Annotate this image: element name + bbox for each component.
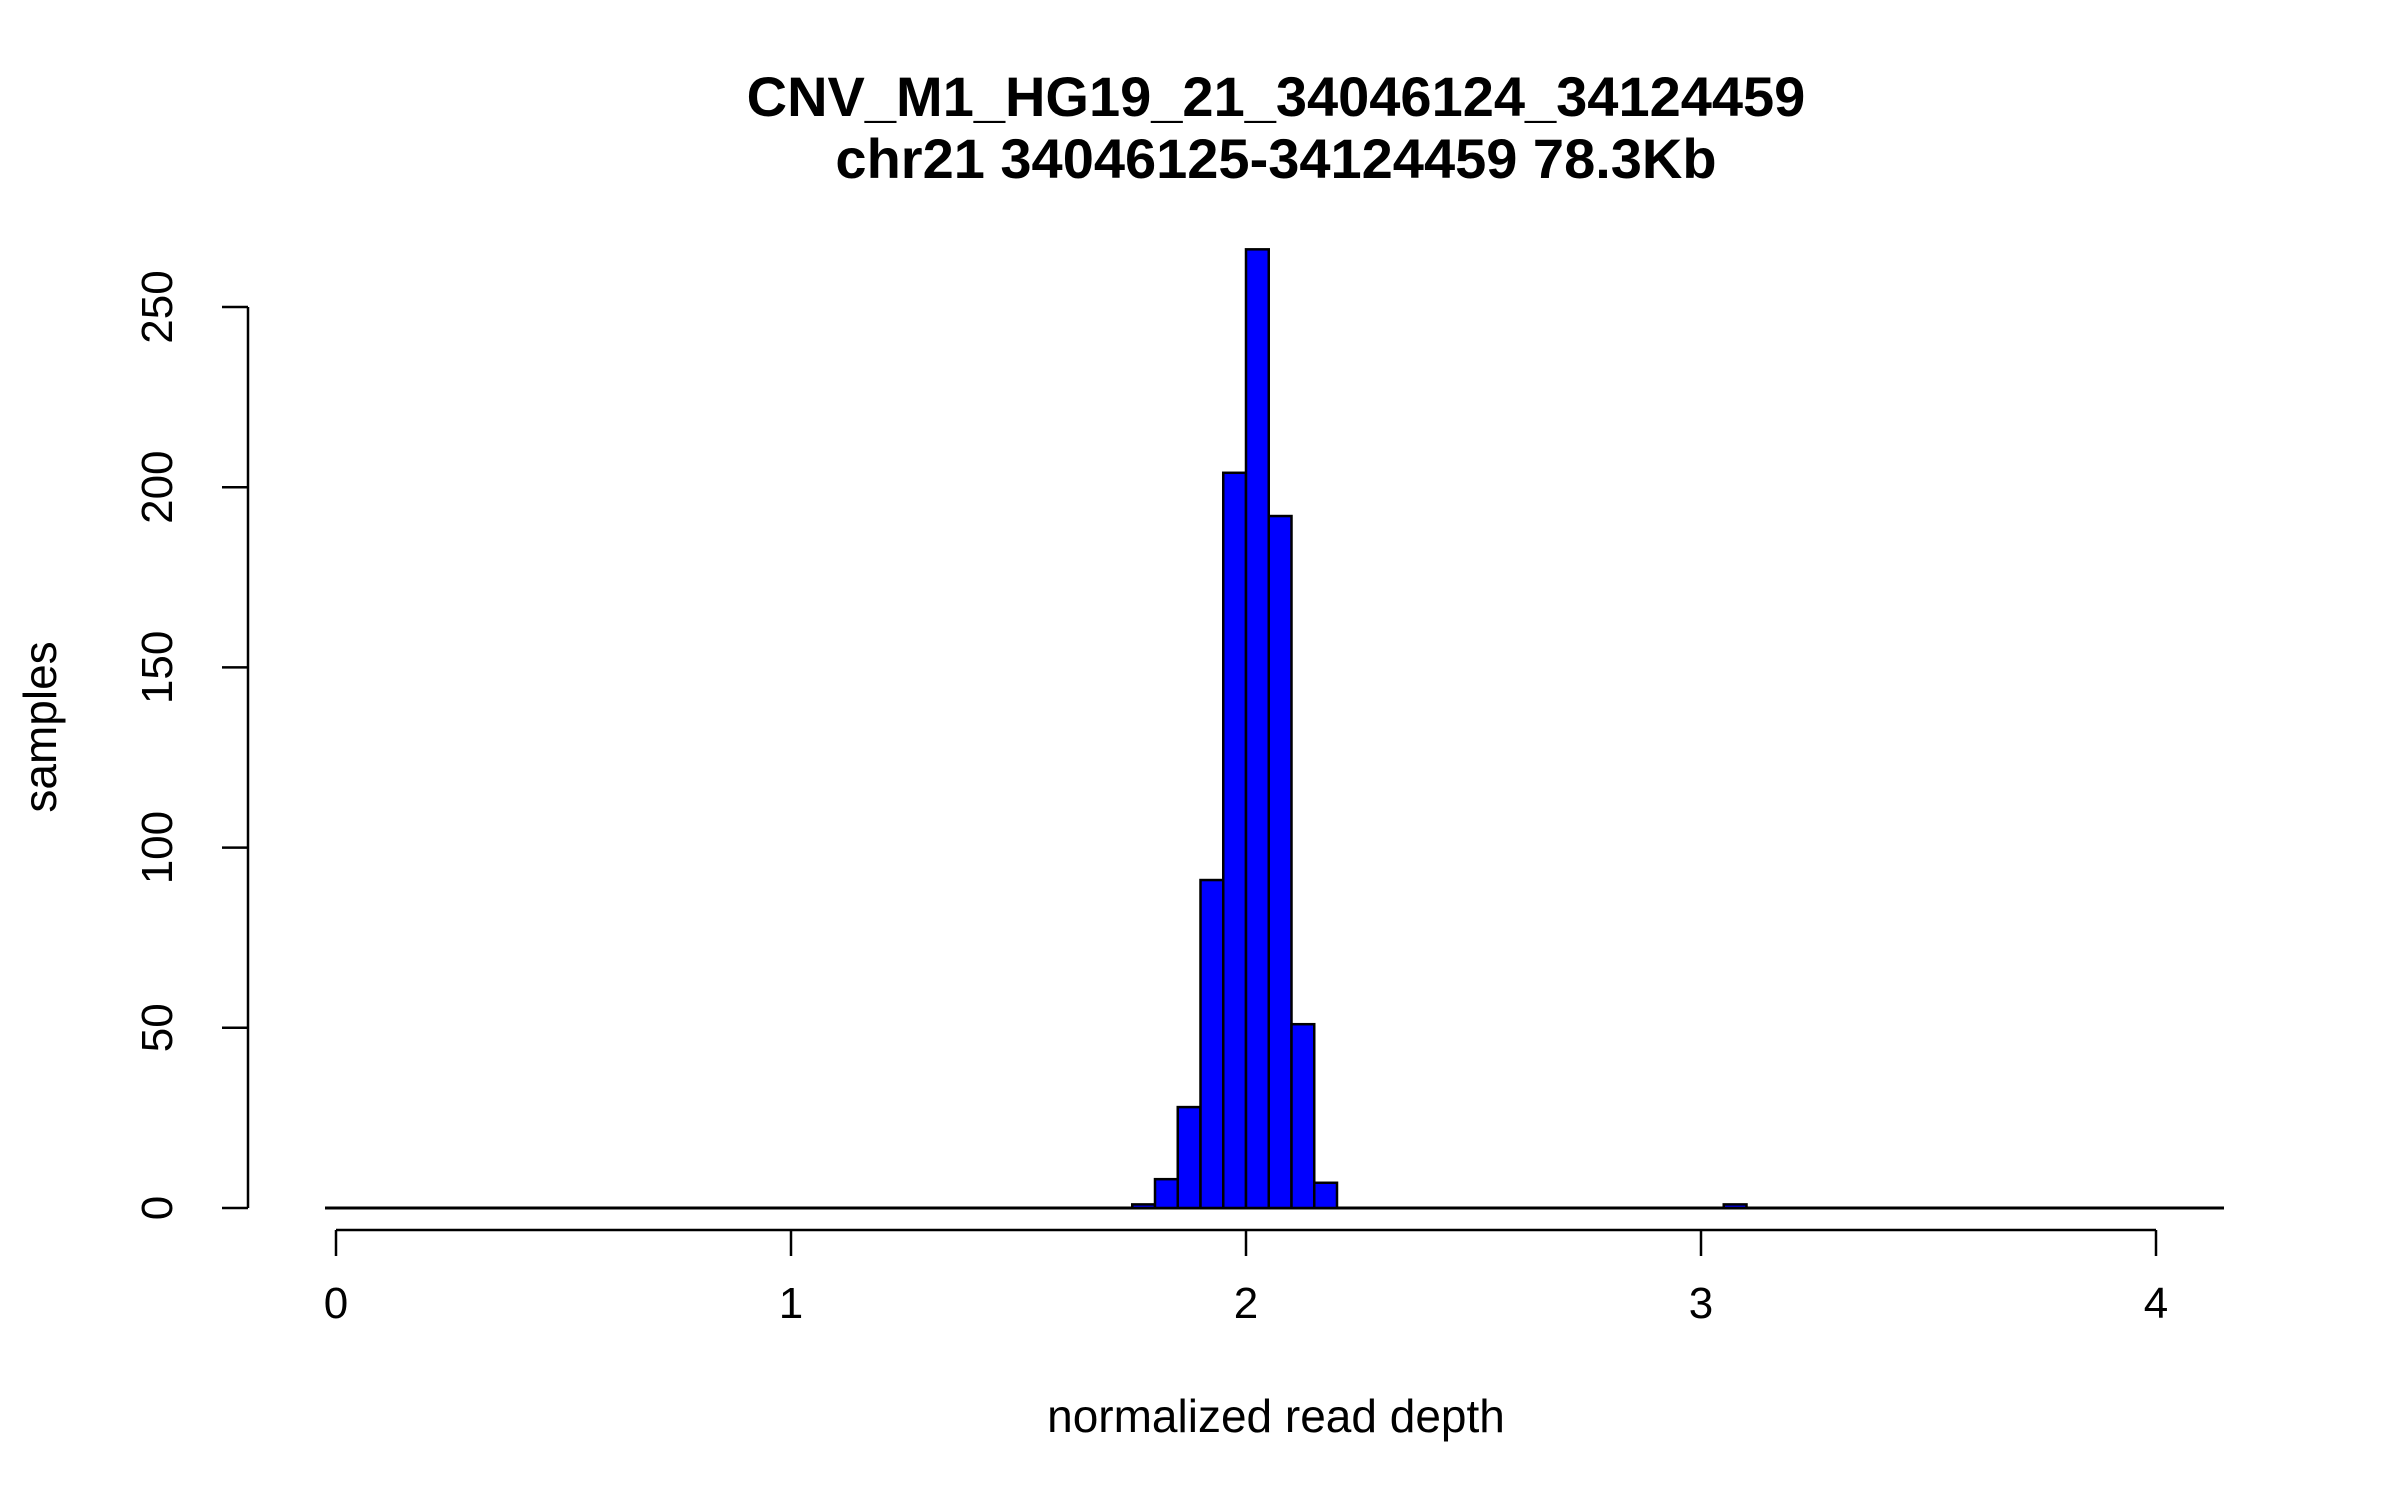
histogram-bar [1244,248,1270,1210]
histogram-bars [325,248,2224,1210]
histogram-bar [1222,471,1248,1210]
histogram-bar [1290,1022,1316,1210]
histogram-bar [1199,878,1225,1210]
x-tick-label: 4 [2144,1279,2168,1328]
x-axis-label: normalized read depth [1047,1390,1505,1442]
y-tick-label: 100 [133,811,182,884]
y-tick-label: 0 [133,1196,182,1220]
histogram-bar [1131,1203,1157,1210]
y-tick-label: 200 [133,450,182,523]
histogram-bar [1176,1105,1202,1210]
x-axis: 0 1 2 3 4 [324,1228,2168,1328]
y-axis: 0 50 100 150 200 250 [133,270,250,1220]
y-tick-label: 50 [133,1003,182,1052]
histogram-bar [1267,514,1293,1210]
x-tick-label: 1 [779,1279,803,1328]
y-axis-label: samples [14,641,66,812]
y-tick-label: 250 [133,270,182,343]
x-tick-label: 0 [324,1279,348,1328]
chart-subtitle: chr21 34046125-34124459 78.3Kb [835,127,1716,190]
x-tick-label: 2 [1234,1279,1258,1328]
histogram-bar [1722,1203,1748,1210]
chart-title: CNV_M1_HG19_21_34046124_34124459 [747,65,1806,128]
histogram-bar [1313,1181,1339,1210]
histogram-bar [1153,1177,1179,1210]
x-tick-label: 3 [1689,1279,1713,1328]
y-tick-label: 150 [133,631,182,704]
